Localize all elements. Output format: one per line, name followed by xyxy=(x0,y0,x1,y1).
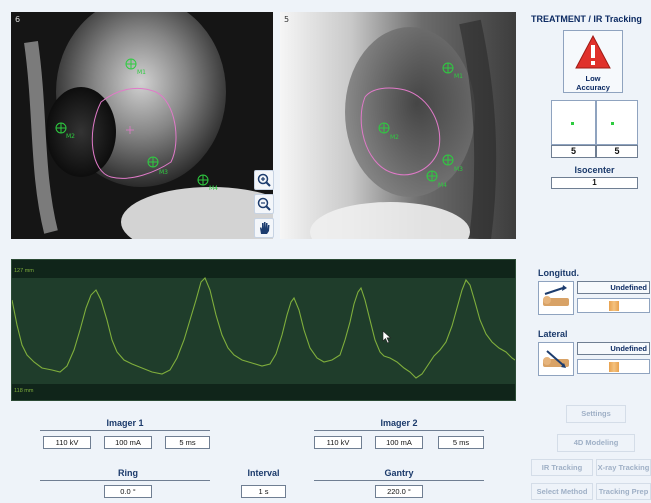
zoom-in-button[interactable] xyxy=(254,170,274,190)
marker-label: M2 xyxy=(66,133,75,140)
imager2-ma[interactable]: 100 mA xyxy=(375,436,423,449)
marker-m3 xyxy=(147,156,159,168)
breathing-signal-panel: 127 mm 118 mm xyxy=(11,259,516,401)
mini-view-right xyxy=(596,100,638,145)
mini-value-left: 5 xyxy=(551,145,596,158)
marker-m2 xyxy=(378,122,390,134)
mouse-cursor-icon xyxy=(382,330,392,344)
imager1-ma[interactable]: 100 mA xyxy=(104,436,152,449)
ring-divider xyxy=(40,480,210,481)
gantry-value[interactable]: 220.0 ° xyxy=(375,485,423,498)
xray-image-left xyxy=(11,12,273,239)
breathing-waveform xyxy=(12,277,515,379)
marker-label: M3 xyxy=(454,166,463,173)
marker-label: M1 xyxy=(454,73,463,80)
isocenter-label: Isocenter xyxy=(574,165,615,175)
ir-tracking-button[interactable]: IR Tracking xyxy=(531,459,593,476)
warning-icon xyxy=(575,34,611,69)
xray-tracking-button[interactable]: X-ray Tracking xyxy=(596,459,651,476)
fiducial-markers-right: M1 M2 M3 M4 xyxy=(378,62,463,189)
zoom-in-icon xyxy=(257,173,271,187)
imager1-ms[interactable]: 5 ms xyxy=(165,436,210,449)
patient-lateral-icon xyxy=(543,350,569,368)
settings-button[interactable]: Settings xyxy=(566,405,626,423)
gantry-label: Gantry xyxy=(384,468,414,478)
tracking-dot-icon xyxy=(611,122,614,125)
mini-view-left xyxy=(551,100,596,145)
marker-m2 xyxy=(55,122,67,134)
xray-image-right xyxy=(280,12,516,239)
hand-icon xyxy=(260,222,270,234)
zoom-out-icon xyxy=(257,197,271,211)
select-method-button[interactable]: Select Method xyxy=(531,483,593,500)
zoom-out-button[interactable] xyxy=(254,194,274,214)
marker-label: M2 xyxy=(390,134,399,141)
view-toolbar xyxy=(254,170,274,238)
imager2-ms[interactable]: 5 ms xyxy=(438,436,484,449)
imager-view-right[interactable]: 5 M1 M2 M3 M4 xyxy=(280,12,516,239)
mini-value-right: 5 xyxy=(596,145,638,158)
alert-label-line2: Accuracy xyxy=(576,83,610,92)
isocenter-value[interactable]: 1 xyxy=(551,177,638,189)
marker-m3 xyxy=(442,154,454,166)
imager1-title: Imager 1 xyxy=(106,418,144,428)
interval-label: Interval xyxy=(247,468,280,478)
patient-longitudinal-icon xyxy=(543,285,569,306)
longitudinal-label: Longitud. xyxy=(538,268,579,278)
pan-button[interactable] xyxy=(254,218,274,238)
imager2-kv[interactable]: 110 kV xyxy=(314,436,362,449)
marker-m4 xyxy=(426,170,438,182)
lateral-indicator xyxy=(577,359,650,374)
lateral-status: Undefined xyxy=(577,342,650,355)
fiducial-markers-left: M1 M2 M3 M4 xyxy=(55,58,218,192)
marker-m4 xyxy=(197,174,209,186)
signal-max-label: 127 mm xyxy=(14,268,34,274)
gantry-divider xyxy=(314,480,484,481)
marker-label: M4 xyxy=(209,185,218,192)
signal-top-band xyxy=(12,260,515,278)
imager-number: 6 xyxy=(15,15,21,24)
low-accuracy-alert[interactable]: Low Accuracy xyxy=(563,30,623,93)
signal-bottom-band xyxy=(12,384,515,400)
marker-m1 xyxy=(125,58,137,70)
imager1-divider xyxy=(40,430,210,431)
lateral-label: Lateral xyxy=(538,329,568,339)
imager-number: 5 xyxy=(284,15,290,24)
tracking-dot-icon xyxy=(571,122,574,125)
lateral-indicator-bar xyxy=(609,362,619,372)
interval-value[interactable]: 1 s xyxy=(241,485,286,498)
longitudinal-status: Undefined xyxy=(577,281,650,294)
marker-label: M1 xyxy=(137,69,146,76)
ring-label: Ring xyxy=(118,468,138,478)
longitudinal-patient-icon[interactable] xyxy=(538,281,574,315)
imager2-divider xyxy=(314,430,484,431)
longitudinal-indicator-bar xyxy=(609,301,619,311)
marker-m1 xyxy=(442,62,454,74)
longitudinal-indicator xyxy=(577,298,650,313)
4d-modeling-button[interactable]: 4D Modeling xyxy=(557,434,635,452)
imager1-kv[interactable]: 110 kV xyxy=(43,436,91,449)
marker-label: M4 xyxy=(438,182,447,189)
signal-min-label: 118 mm xyxy=(14,388,34,394)
page-title: TREATMENT / IR Tracking xyxy=(531,14,642,24)
lateral-patient-icon[interactable] xyxy=(538,342,574,376)
imager-view-left[interactable]: 6 M1 M2 M3 M4 xyxy=(11,12,273,239)
imager2-title: Imager 2 xyxy=(380,418,418,428)
ring-value[interactable]: 0.0 ° xyxy=(104,485,152,498)
marker-label: M3 xyxy=(159,169,168,176)
tracking-prep-button[interactable]: Tracking Prep xyxy=(596,483,651,500)
alert-label-line1: Low xyxy=(585,74,601,83)
